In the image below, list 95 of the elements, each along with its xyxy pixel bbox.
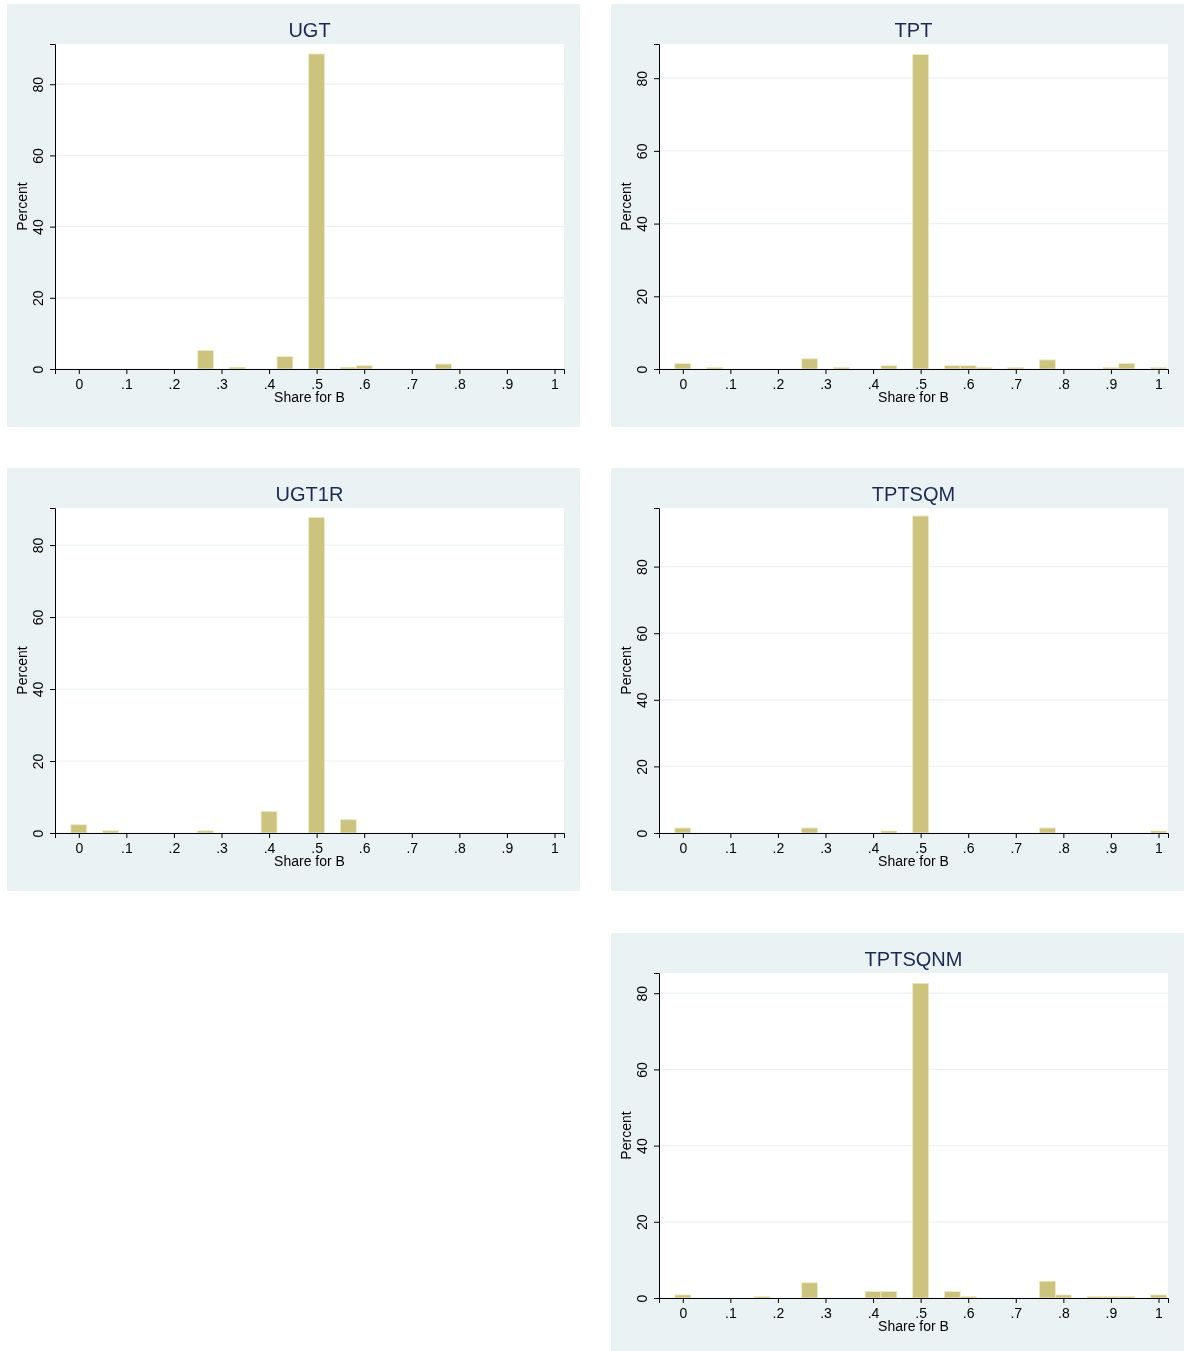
- x-tick-label: .1: [121, 375, 133, 392]
- x-tick-label: 1: [1155, 1304, 1164, 1321]
- y-tick-label: 40: [30, 219, 46, 235]
- x-tick-label: .3: [820, 375, 833, 392]
- x-tick-label: .6: [358, 375, 371, 392]
- x-tick-label: .9: [501, 375, 514, 392]
- x-tick-label: .6: [962, 1304, 975, 1321]
- chart-title: UGT1R: [275, 483, 344, 505]
- x-tick-label: .5: [915, 839, 928, 856]
- x-tick-label: .4: [867, 839, 880, 856]
- x-tick-label: .3: [216, 839, 229, 856]
- x-tick-label: .1: [121, 839, 133, 856]
- y-tick-label: 20: [30, 290, 46, 307]
- x-tick-label: 1: [551, 839, 560, 856]
- x-tick-label: 1: [551, 375, 560, 392]
- x-tick-label: .7: [406, 375, 419, 392]
- y-tick-label: 80: [634, 559, 650, 575]
- x-tick-label: .4: [263, 375, 276, 392]
- x-tick-label: 1: [1155, 839, 1164, 856]
- x-tick-label: .2: [168, 839, 181, 856]
- x-tick-label: .3: [820, 839, 833, 856]
- x-tick-label: .7: [1010, 375, 1023, 392]
- y-tick-label: 20: [30, 753, 46, 770]
- x-axis-title: Share for B: [878, 1318, 949, 1334]
- x-tick-label: .5: [311, 375, 324, 392]
- x-axis-title: Share for B: [878, 389, 949, 405]
- y-tick-label: 60: [634, 1061, 650, 1078]
- y-tick-label: 40: [634, 216, 650, 232]
- x-tick-label: .8: [454, 839, 466, 856]
- y-tick-label: 0: [634, 829, 650, 838]
- x-axis-title: Share for B: [274, 853, 345, 869]
- x-tick-label: .4: [867, 375, 880, 392]
- x-tick-label: .8: [454, 375, 466, 392]
- x-tick-label: .8: [1058, 375, 1070, 392]
- chart-title: TPTSQNM: [864, 948, 963, 970]
- y-axis-title: Percent: [618, 182, 634, 231]
- x-tick-label: .9: [1105, 1304, 1118, 1321]
- x-tick-label: 0: [75, 839, 84, 856]
- chart-title: TPTSQM: [871, 483, 956, 505]
- x-tick-label: .9: [501, 839, 514, 856]
- x-tick-label: 0: [679, 1304, 688, 1321]
- y-tick-label: 0: [30, 829, 46, 838]
- x-tick-label: .5: [915, 1304, 928, 1321]
- x-tick-label: .9: [1105, 375, 1118, 392]
- x-tick-label: .2: [772, 375, 785, 392]
- y-tick-label: 80: [30, 537, 46, 554]
- x-tick-label: 0: [679, 375, 688, 392]
- y-tick-label: 60: [30, 609, 46, 626]
- x-tick-label: .3: [820, 1304, 833, 1321]
- x-tick-label: .7: [1010, 1304, 1023, 1321]
- x-tick-label: .6: [358, 839, 371, 856]
- y-tick-label: 20: [634, 288, 650, 305]
- x-tick-label: .6: [962, 839, 975, 856]
- y-tick-label: 40: [634, 692, 650, 709]
- y-tick-label: 60: [634, 625, 650, 642]
- x-tick-label: .5: [915, 375, 928, 392]
- x-tick-label: .8: [1058, 1304, 1070, 1321]
- y-tick-label: 40: [634, 1138, 650, 1154]
- x-tick-label: .2: [772, 1304, 785, 1321]
- x-axis-title: Share for B: [274, 389, 345, 405]
- x-tick-label: 0: [679, 839, 688, 856]
- x-tick-label: .2: [772, 839, 785, 856]
- x-tick-label: .9: [1105, 839, 1118, 856]
- y-tick-label: 60: [30, 147, 46, 164]
- y-tick-label: 80: [634, 985, 650, 1002]
- x-tick-label: .4: [263, 839, 276, 856]
- x-tick-label: .1: [725, 839, 737, 856]
- x-tick-label: .5: [311, 839, 324, 856]
- x-tick-label: .4: [867, 1304, 880, 1321]
- x-tick-label: .7: [406, 839, 419, 856]
- x-tick-label: .7: [1010, 839, 1023, 856]
- chart-title: TPT: [894, 19, 933, 41]
- y-tick-label: 20: [634, 1214, 650, 1231]
- x-tick-label: .3: [216, 375, 229, 392]
- y-axis-title: Percent: [14, 182, 30, 231]
- x-tick-label: .1: [725, 375, 737, 392]
- chart-title: UGT: [288, 19, 331, 41]
- x-tick-label: .8: [1058, 839, 1070, 856]
- y-tick-label: 0: [634, 1294, 650, 1303]
- y-tick-label: 80: [634, 70, 650, 87]
- y-tick-label: 0: [634, 365, 650, 374]
- y-axis-title: Percent: [618, 1111, 634, 1160]
- x-tick-label: .2: [168, 375, 181, 392]
- y-axis-title: Percent: [14, 646, 30, 695]
- y-axis-title: Percent: [618, 646, 634, 695]
- x-tick-label: 1: [1155, 375, 1164, 392]
- y-tick-label: 80: [30, 76, 46, 93]
- x-tick-label: .6: [962, 375, 975, 392]
- y-tick-label: 60: [634, 143, 650, 160]
- x-tick-label: 0: [75, 375, 84, 392]
- y-tick-label: 0: [30, 365, 46, 374]
- x-axis-title: Share for B: [878, 853, 949, 869]
- y-tick-label: 20: [634, 758, 650, 775]
- x-tick-label: .1: [725, 1304, 737, 1321]
- y-tick-label: 40: [30, 681, 46, 698]
